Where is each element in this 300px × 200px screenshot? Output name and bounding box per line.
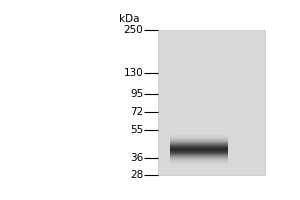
Bar	[169, 163, 229, 164]
Bar	[169, 155, 229, 156]
Bar	[169, 156, 229, 157]
Bar	[169, 148, 229, 149]
Text: kDa: kDa	[119, 14, 140, 24]
Bar	[169, 138, 229, 139]
Text: 95: 95	[130, 89, 143, 99]
Text: 36: 36	[130, 153, 143, 163]
Bar	[169, 149, 229, 150]
Bar	[169, 139, 229, 140]
Text: 250: 250	[124, 25, 143, 35]
Bar	[169, 162, 229, 163]
Bar	[169, 153, 229, 154]
Bar	[169, 146, 229, 147]
Text: 55: 55	[130, 125, 143, 135]
Text: 72: 72	[130, 107, 143, 117]
Bar	[169, 164, 229, 165]
Bar	[169, 158, 229, 159]
Bar	[169, 137, 229, 138]
Text: 130: 130	[124, 68, 143, 78]
Bar	[169, 141, 229, 142]
Bar	[169, 159, 229, 160]
Bar	[169, 145, 229, 146]
Bar	[169, 136, 229, 137]
Bar	[169, 147, 229, 148]
Bar	[158, 30, 266, 175]
Text: 28: 28	[130, 170, 143, 180]
Bar	[169, 157, 229, 158]
Bar	[169, 135, 229, 136]
Bar	[169, 160, 229, 161]
Bar	[169, 154, 229, 155]
Bar	[169, 140, 229, 141]
Bar	[169, 150, 229, 151]
Bar	[169, 151, 229, 152]
Bar	[169, 142, 229, 143]
Bar	[169, 161, 229, 162]
Bar	[169, 144, 229, 145]
Bar	[169, 152, 229, 153]
Bar	[169, 143, 229, 144]
